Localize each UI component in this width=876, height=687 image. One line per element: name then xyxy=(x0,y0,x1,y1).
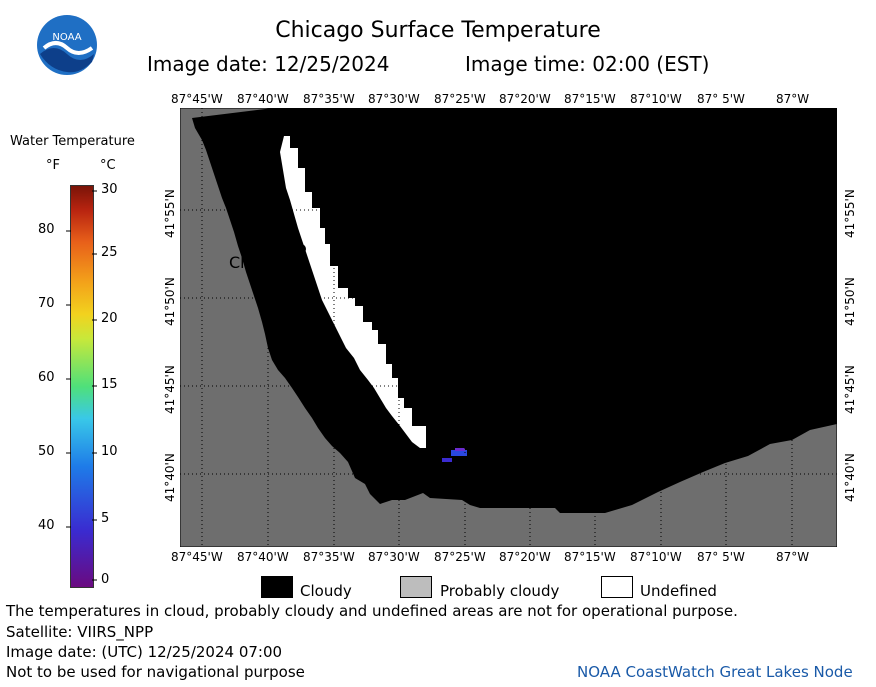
lon-bottom-4: 87°25'W xyxy=(434,550,486,564)
footer-navigation: Not to be used for navigational purpose xyxy=(6,663,305,681)
c-tick-0: 0 xyxy=(101,572,110,587)
legend-swatch-cloudy xyxy=(261,576,293,598)
colorbar-title: Water Temperature xyxy=(10,134,135,149)
water-pixel-purple xyxy=(455,448,465,451)
lon-top-3: 87°30'W xyxy=(368,92,420,106)
city-label: Chicago xyxy=(229,253,294,272)
lon-bottom-9: 87°W xyxy=(776,550,810,564)
map-canvas xyxy=(180,108,837,547)
lat-right-1: 41°50'N xyxy=(843,277,857,326)
lon-top-6: 87°15'W xyxy=(564,92,616,106)
lon-top-8: 87° 5'W xyxy=(697,92,745,106)
legend-swatch-undefined xyxy=(601,576,633,598)
legend-label-probably-cloudy: Probably cloudy xyxy=(440,582,560,600)
footer-satellite: Satellite: VIIRS_NPP xyxy=(6,623,154,641)
footer-credit: NOAA CoastWatch Great Lakes Node xyxy=(577,663,853,681)
lon-top-4: 87°25'W xyxy=(434,92,486,106)
undefined-area xyxy=(280,136,426,448)
lon-top-9: 87°W xyxy=(776,92,810,106)
lon-top-5: 87°20'W xyxy=(499,92,551,106)
lat-left-1: 41°50'N xyxy=(163,277,177,326)
lat-left-0: 41°55'N xyxy=(163,189,177,238)
graticule xyxy=(180,108,837,547)
lon-bottom-2: 87°35'W xyxy=(303,550,355,564)
f-tick-50: 50 xyxy=(38,444,55,459)
legend-label-cloudy: Cloudy xyxy=(300,582,352,600)
noaa-logo: NOAA xyxy=(37,15,97,75)
lat-left-3: 41°40'N xyxy=(163,453,177,502)
c-tick-25: 25 xyxy=(101,245,118,260)
lon-top-0: 87°45'W xyxy=(171,92,223,106)
f-tick-80: 80 xyxy=(38,222,55,237)
colorbar-unit-f: °F xyxy=(46,158,60,173)
colorbar-gradient xyxy=(70,185,94,588)
c-tick-15: 15 xyxy=(101,377,118,392)
lon-bottom-5: 87°20'W xyxy=(499,550,551,564)
lat-right-0: 41°55'N xyxy=(843,189,857,238)
colorbar-unit-c: °C xyxy=(100,158,116,173)
footer-utc-date: Image date: (UTC) 12/25/2024 07:00 xyxy=(6,643,283,661)
lon-bottom-6: 87°15'W xyxy=(564,550,616,564)
image-date: Image date: 12/25/2024 xyxy=(147,52,390,76)
c-tick-10: 10 xyxy=(101,444,118,459)
lon-bottom-3: 87°30'W xyxy=(368,550,420,564)
lat-right-2: 41°45'N xyxy=(843,365,857,414)
water-pixel-violet xyxy=(442,458,452,462)
lon-bottom-0: 87°45'W xyxy=(171,550,223,564)
c-tick-5: 5 xyxy=(101,511,110,526)
lat-right-3: 41°40'N xyxy=(843,453,857,502)
c-tick-30: 30 xyxy=(101,182,118,197)
lon-bottom-1: 87°40'W xyxy=(237,550,289,564)
lat-left-2: 41°45'N xyxy=(163,365,177,414)
image-time: Image time: 02:00 (EST) xyxy=(465,52,710,76)
lon-top-7: 87°10'W xyxy=(630,92,682,106)
legend-label-undefined: Undefined xyxy=(640,582,717,600)
f-tick-60: 60 xyxy=(38,370,55,385)
lon-top-2: 87°35'W xyxy=(303,92,355,106)
water-pixel-blue xyxy=(451,450,467,456)
c-tick-20: 20 xyxy=(101,311,118,326)
f-tick-70: 70 xyxy=(38,296,55,311)
lon-bottom-7: 87°10'W xyxy=(630,550,682,564)
legend-swatch-probably-cloudy xyxy=(400,576,432,598)
logo-text: NOAA xyxy=(52,32,81,43)
chicago-marker xyxy=(296,244,306,254)
page-title: Chicago Surface Temperature xyxy=(275,18,601,43)
footer-note: The temperatures in cloud, probably clou… xyxy=(6,602,738,620)
cloudy-area xyxy=(192,108,837,513)
f-tick-40: 40 xyxy=(38,518,55,533)
lon-top-1: 87°40'W xyxy=(237,92,289,106)
lon-bottom-8: 87° 5'W xyxy=(697,550,745,564)
